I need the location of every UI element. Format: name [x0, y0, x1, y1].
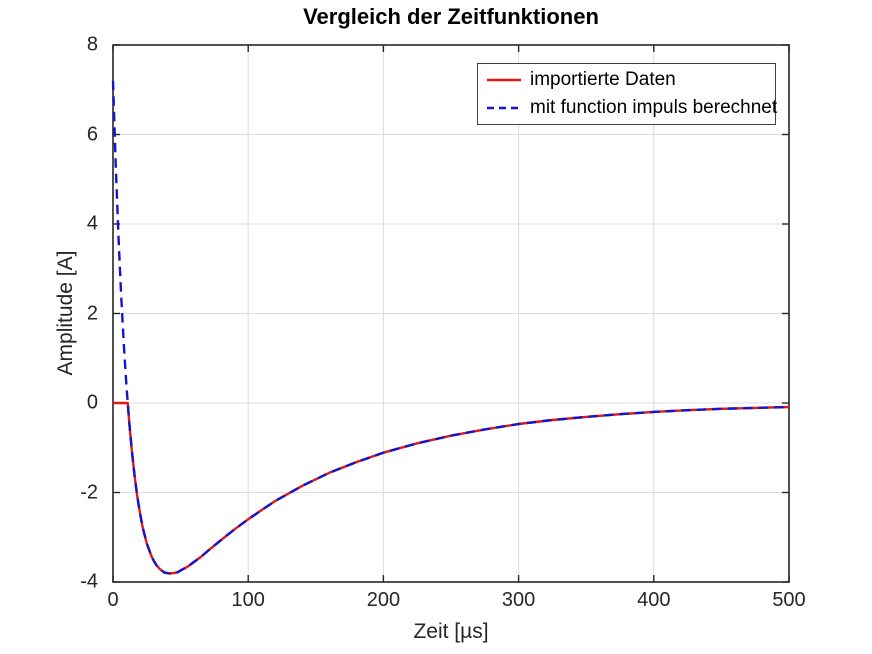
blue-dashed-line-icon [487, 106, 521, 109]
legend-label-imported-data: importierte Daten [530, 69, 676, 91]
chart-title: Vergleich der Zeitfunktionen [303, 4, 599, 29]
legend-label-impuls-function: mit function impuls berechnet [530, 96, 778, 118]
y-tick-label: -2 [80, 481, 98, 503]
red-solid-line-icon [487, 79, 521, 82]
y-tick-label: 8 [86, 33, 98, 56]
x-tick-label: 400 [637, 589, 671, 611]
x-tick-label: 300 [501, 589, 536, 611]
x-axis-label: Zeit [µs] [413, 620, 489, 643]
legend: importierte Daten mit function impuls be… [477, 63, 778, 125]
x-tick-label: 100 [231, 589, 265, 611]
y-tick-label: -4 [80, 570, 98, 593]
series-line-imported [113, 401, 790, 575]
legend-item-impuls-function: mit function impuls berechnet [487, 96, 778, 119]
x-tick-label: 0 [107, 589, 119, 611]
y-tick-label: 6 [86, 123, 98, 145]
x-tick-label: 500 [772, 589, 806, 611]
y-tick-label: 4 [86, 212, 98, 235]
legend-item-imported-data: importierte Daten [487, 69, 775, 91]
x-tick-label: 200 [366, 589, 401, 611]
y-tick-label: 0 [86, 391, 98, 414]
series-line-computed [111, 80, 790, 575]
y-tick-label: 2 [86, 302, 98, 324]
